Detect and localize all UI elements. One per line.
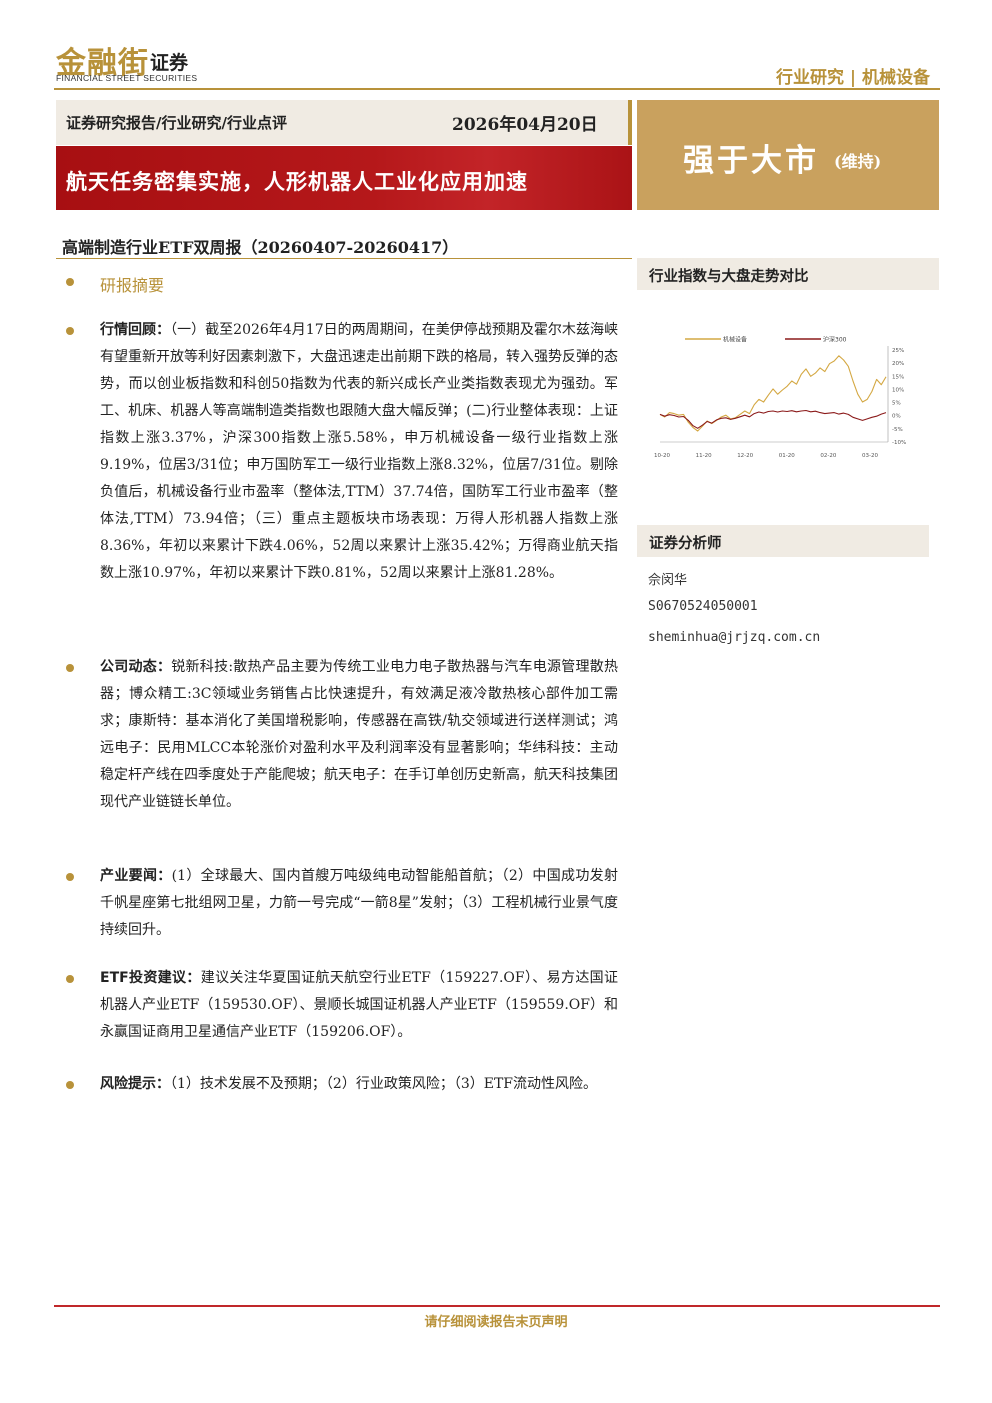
section-label: 风险提示： bbox=[100, 1076, 170, 1092]
abstract-title: 研报摘要 bbox=[100, 276, 165, 295]
section-text: （1）技术发展不及预期；（2）行业政策风险；（3）ETF流动性风险。 bbox=[170, 1076, 597, 1092]
section-label: 产业要闻： bbox=[100, 868, 172, 884]
section-risk: 风险提示：（1）技术发展不及预期；（2）行业政策风险；（3）ETF流动性风险。 bbox=[100, 1071, 618, 1098]
section-text: 锐新科技:散热产品主要为传统工业电力电子散热器与汽车电源管理散热器；博众精工:3… bbox=[100, 659, 619, 810]
top-divider bbox=[54, 88, 940, 90]
analyst-title: 证券分析师 bbox=[649, 535, 722, 552]
x-tick-label: 11-20 bbox=[696, 453, 712, 459]
bullet-icon bbox=[66, 975, 74, 983]
index-comparison-chart: 机械设备 沪深300 25% 20% 15% 10% 5% 0% -5% -10% 10-20 1… bbox=[654, 336, 906, 460]
subheading-divider bbox=[56, 258, 632, 259]
section-etf-advice: ETF投资建议：建议关注华夏国证航天航空行业ETF（159227.OF）、易方达… bbox=[100, 965, 618, 1046]
x-tick-label: 01-20 bbox=[779, 453, 795, 459]
rating-main: 强于大市 bbox=[683, 143, 819, 179]
brand-logo-en: FINANCIAL STREET SECURITIES bbox=[56, 73, 198, 83]
bullet-icon bbox=[66, 278, 74, 286]
section-text: (1）全球最大、国内首艘万吨级纯电动智能船首航；（2）中国成功发射千帆星座第七批… bbox=[100, 868, 619, 938]
y-tick-label: 0% bbox=[892, 414, 901, 420]
section-label: 公司动态： bbox=[100, 659, 172, 675]
legend-label: 沪深300 bbox=[823, 336, 847, 344]
series-line-0 bbox=[659, 355, 887, 432]
y-tick-label: 15% bbox=[892, 374, 904, 380]
title-bar bbox=[56, 146, 632, 210]
bullet-icon bbox=[66, 664, 74, 672]
analyst-id: S0670524050001 bbox=[648, 599, 758, 614]
section-company-news: 公司动态：锐新科技:散热产品主要为传统工业电力电子散热器与汽车电源管理散热器；博… bbox=[100, 654, 618, 816]
brand-logo-cn: 金融街 bbox=[56, 46, 149, 81]
bullet-icon bbox=[66, 1081, 74, 1089]
y-tick-label: 10% bbox=[892, 387, 904, 393]
bullet-icon bbox=[66, 873, 74, 881]
y-tick-label: 5% bbox=[892, 401, 901, 407]
bullet-icon bbox=[66, 327, 74, 335]
rating-sub: (维持) bbox=[834, 152, 882, 171]
rating-box bbox=[637, 100, 939, 210]
y-tick-label: 25% bbox=[892, 348, 904, 354]
section-label: 行情回顾： bbox=[100, 322, 171, 338]
y-tick-label: -10% bbox=[892, 440, 906, 446]
brand-logo-suffix: 证券 bbox=[150, 52, 189, 74]
legend-label: 机械设备 bbox=[723, 336, 747, 344]
analyst-email[interactable]: sheminhua@jrjzq.com.cn bbox=[648, 630, 821, 645]
report-header-bar bbox=[56, 100, 632, 145]
section-industry-news: 产业要闻：(1）全球最大、国内首艘万吨级纯电动智能船首航；（2）中国成功发射千帆… bbox=[100, 863, 618, 944]
y-tick-label: -5% bbox=[892, 427, 903, 433]
section-text: 建议关注华夏国证航天航空行业ETF（159227.OF）、易方达国证机器人产业E… bbox=[100, 970, 618, 1040]
chart-title: 行业指数与大盘走势对比 bbox=[649, 268, 809, 285]
analyst-header: 证券分析师 bbox=[637, 525, 929, 557]
section-text: （一）截至2026年4月17日的两周期间，在美伊停战预期及霍尔木兹海峡有望重新开… bbox=[100, 322, 618, 581]
footer-disclaimer: 请仔细阅读报告末页声明 bbox=[424, 1315, 568, 1330]
report-type: 证券研究报告/行业研究/行业点评 bbox=[66, 114, 287, 132]
analyst-name: 佘闵华 bbox=[648, 573, 688, 588]
y-tick-label: 20% bbox=[892, 361, 904, 367]
report-subheading: 高端制造行业ETF双周报（20260407-20260417） bbox=[62, 238, 459, 257]
chart-header: 行业指数与大盘走势对比 bbox=[637, 258, 939, 290]
footer-divider bbox=[54, 1305, 940, 1307]
series-line-1 bbox=[659, 409, 887, 429]
top-category: 行业研究 | 机械设备 bbox=[775, 68, 930, 88]
section-market-review: 行情回顾：（一）截至2026年4月17日的两周期间，在美伊停战预期及霍尔木兹海峡… bbox=[100, 317, 618, 587]
x-tick-label: 03-20 bbox=[862, 453, 878, 459]
x-tick-label: 12-20 bbox=[737, 453, 753, 459]
x-tick-label: 10-20 bbox=[654, 453, 670, 459]
section-label: ETF投资建议： bbox=[100, 970, 201, 986]
report-title: 航天任务密集实施，人形机器人工业化应用加速 bbox=[66, 169, 528, 194]
x-tick-label: 02-20 bbox=[820, 453, 836, 459]
report-date: 2026年04月20日 bbox=[452, 115, 598, 135]
